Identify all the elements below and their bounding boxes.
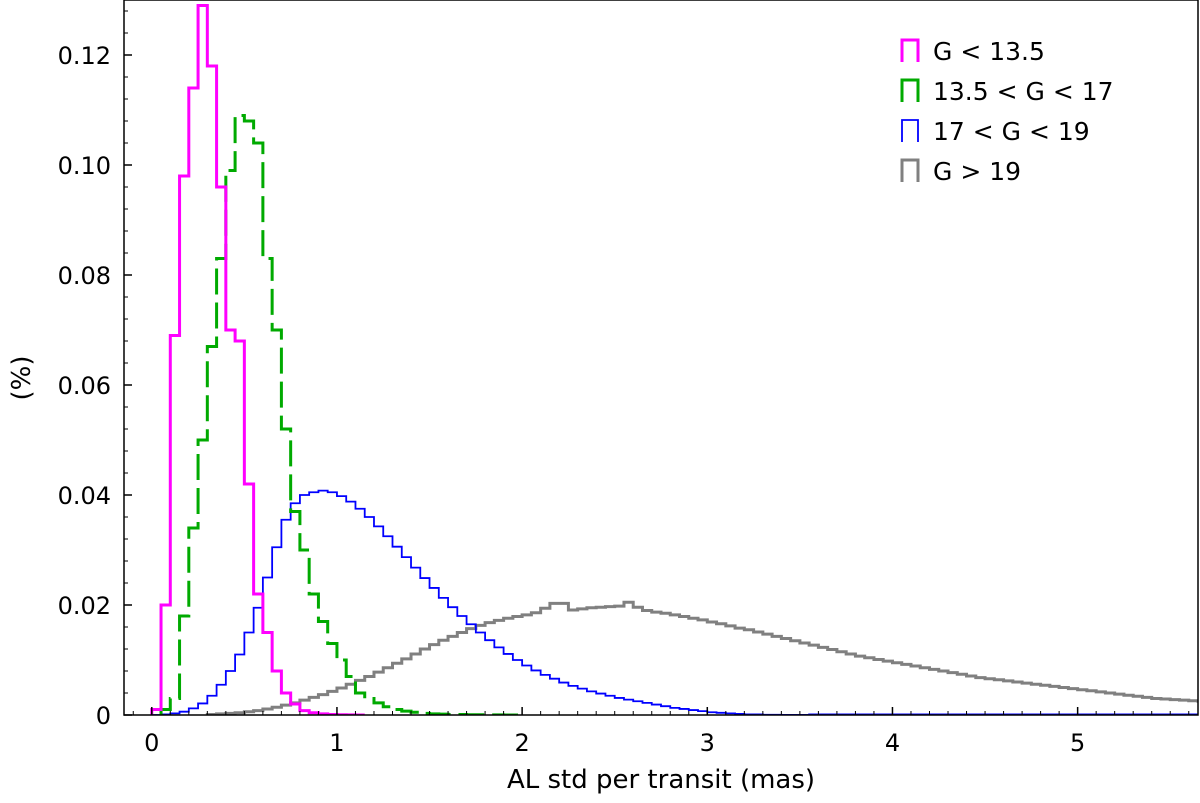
y-tick-label: 0.08 — [58, 262, 111, 290]
legend-swatch — [900, 78, 920, 102]
x-tick-label: 1 — [329, 729, 344, 757]
y-tick-label: 0.12 — [58, 42, 111, 70]
y-tick-label: 0 — [96, 702, 111, 730]
legend-label: 13.5 < G < 17 — [933, 77, 1114, 106]
tick-layer: 0 1 2 3 4 5 0 0.02 0.04 0.06 0.08 0.10 0.12 — [58, 10, 1190, 757]
legend-label: G < 13.5 — [933, 37, 1045, 66]
x-axis-label: AL std per transit (mas) — [507, 765, 815, 795]
legend: G < 13.5 13.5 < G < 17 17 < G < 19 G > 19 — [900, 37, 1114, 186]
series-line-2 — [159, 114, 523, 715]
y-tick-label: 0.02 — [58, 592, 111, 620]
y-tick-label: 0.04 — [58, 482, 111, 510]
legend-swatch — [901, 119, 919, 142]
y-tick-label: 0.10 — [58, 152, 111, 180]
x-tick-label: 3 — [700, 729, 715, 757]
x-tick-label: 4 — [885, 729, 900, 757]
series-line-4 — [205, 600, 1198, 715]
x-tick-label: 2 — [514, 729, 529, 757]
legend-swatch — [900, 158, 920, 182]
x-tick-label: 0 — [144, 729, 159, 757]
legend-entry-3: 17 < G < 19 — [901, 117, 1090, 146]
series-line-1 — [150, 4, 365, 715]
plot-frame — [123, 0, 1199, 716]
legend-label: 17 < G < 19 — [933, 117, 1090, 146]
legend-swatch — [900, 38, 920, 62]
series-layer — [150, 4, 1198, 715]
x-tick-label: 5 — [1070, 729, 1085, 757]
y-axis-label: (%) — [7, 356, 37, 401]
legend-entry-2: 13.5 < G < 17 — [900, 77, 1114, 106]
y-tick-label: 0.06 — [58, 372, 111, 400]
legend-entry-4: G > 19 — [900, 157, 1021, 186]
legend-entry-1: G < 13.5 — [900, 37, 1045, 66]
legend-label: G > 19 — [933, 157, 1021, 186]
